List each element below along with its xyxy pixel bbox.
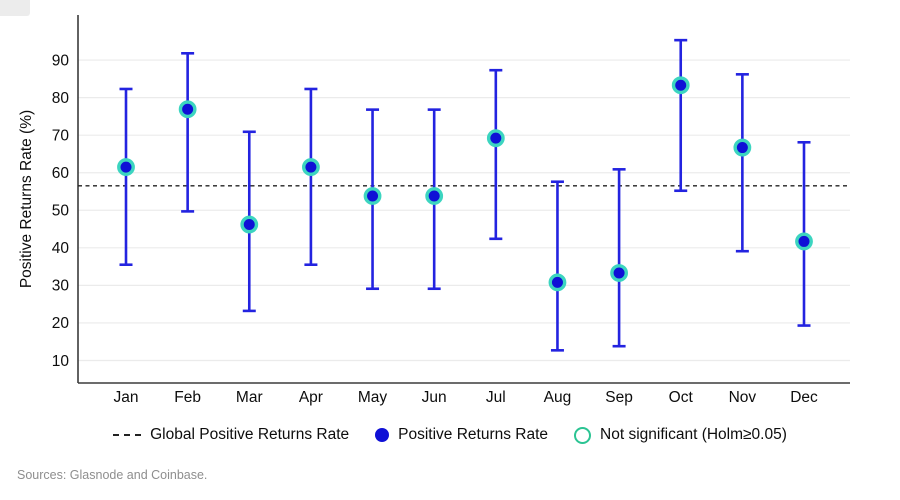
legend-label-global-rate: Global Positive Returns Rate bbox=[150, 426, 350, 443]
legend-item-positive-returns: Positive Returns Rate bbox=[375, 426, 548, 444]
error-bar-oct bbox=[674, 38, 688, 193]
chart-legend: Global Positive Returns Rate Positive Re… bbox=[0, 421, 900, 449]
data-point-dec bbox=[795, 232, 813, 251]
y-tick-label: 30 bbox=[52, 278, 70, 295]
data-point-jun bbox=[425, 187, 444, 205]
legend-label-not-significant: Not significant (Holm≥0.05) bbox=[600, 426, 787, 443]
returns-rate-chart: 10 20 30 40 50 60 70 80 90 Positive Returns Rate … bbox=[18, 15, 850, 406]
data-point-jan bbox=[117, 158, 135, 176]
legend-item-global-rate: Global Positive Returns Rate bbox=[113, 426, 349, 444]
y-axis-title: Positive Returns Rate (%) bbox=[18, 110, 35, 288]
data-point-may bbox=[363, 187, 382, 205]
sources-note: Sources: Glasnode and Coinbase. bbox=[17, 468, 208, 482]
data-point-sep bbox=[610, 264, 628, 282]
x-tick-label-jan: Jan bbox=[114, 389, 139, 406]
data-points bbox=[117, 76, 813, 292]
data-point-mar bbox=[240, 215, 259, 234]
y-axis-ticks: 10 20 30 40 50 60 70 80 90 bbox=[52, 52, 70, 369]
legend-item-not-significant: Not significant (Holm≥0.05) bbox=[574, 426, 787, 444]
error-bar-feb bbox=[181, 52, 195, 213]
data-point-nov bbox=[733, 138, 752, 157]
data-point-aug bbox=[548, 273, 567, 292]
x-tick-label-jul: Jul bbox=[486, 389, 506, 406]
y-tick-label: 20 bbox=[52, 315, 70, 332]
y-tick-label: 50 bbox=[52, 203, 70, 220]
error-bars bbox=[119, 38, 811, 352]
x-tick-label-mar: Mar bbox=[236, 389, 263, 406]
y-tick-label: 60 bbox=[52, 165, 70, 182]
error-bar-sep bbox=[612, 168, 626, 348]
error-bar-jan bbox=[119, 87, 133, 267]
y-tick-label: 40 bbox=[52, 240, 70, 257]
x-tick-label-jun: Jun bbox=[422, 389, 447, 406]
data-point-oct bbox=[671, 76, 690, 95]
error-bar-aug bbox=[550, 180, 564, 352]
data-point-feb bbox=[178, 100, 197, 119]
filled-dot-icon bbox=[375, 428, 390, 442]
y-tick-label: 10 bbox=[52, 353, 70, 370]
x-tick-label-feb: Feb bbox=[174, 389, 201, 406]
chart-area: 10 20 30 40 50 60 70 80 90 Positive Returns Rate … bbox=[18, 15, 850, 406]
error-bar-apr bbox=[304, 87, 318, 267]
x-axis-labels: Jan Feb Mar Apr May Jun Jul Aug Sep Oct Nov Dec bbox=[114, 389, 819, 406]
error-bar-jul bbox=[489, 68, 503, 241]
open-circle-icon bbox=[574, 426, 592, 444]
data-point-jul bbox=[486, 129, 505, 148]
dashed-line-icon bbox=[113, 434, 142, 436]
x-tick-label-oct: Oct bbox=[669, 389, 694, 406]
x-tick-label-may: May bbox=[358, 389, 388, 406]
x-tick-label-aug: Aug bbox=[544, 389, 572, 406]
y-tick-label: 90 bbox=[52, 52, 70, 69]
x-tick-label-dec: Dec bbox=[790, 389, 818, 406]
error-bar-nov bbox=[735, 73, 749, 253]
gridlines bbox=[78, 59, 850, 362]
y-tick-label: 80 bbox=[52, 90, 70, 107]
screenshot-corner-artifact bbox=[0, 0, 30, 16]
data-point-apr bbox=[302, 158, 320, 176]
x-tick-label-sep: Sep bbox=[605, 389, 633, 406]
x-tick-label-nov: Nov bbox=[729, 389, 757, 406]
x-tick-label-apr: Apr bbox=[299, 389, 323, 406]
y-tick-label: 70 bbox=[52, 127, 70, 144]
legend-label-positive-returns: Positive Returns Rate bbox=[398, 426, 549, 443]
